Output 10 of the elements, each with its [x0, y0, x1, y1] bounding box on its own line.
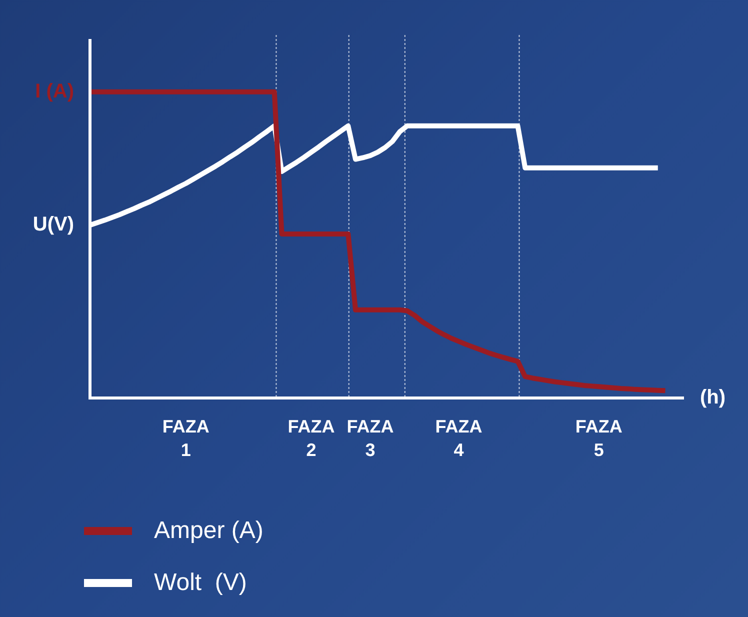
- x-tick-label: FAZA 5: [575, 416, 622, 460]
- x-tick-label: FAZA 2: [288, 416, 335, 460]
- legend-label: Wolt (V): [154, 569, 247, 597]
- x-axis-title: (h): [700, 386, 726, 409]
- x-tick-label: FAZA 1: [162, 416, 210, 460]
- text: I (A): [35, 80, 74, 102]
- legend-label: Amper (A): [154, 517, 264, 545]
- x-tick-label: FAZA 3: [346, 416, 394, 460]
- text: U(V): [32, 214, 74, 236]
- x-tick-label: FAZA 4: [435, 416, 482, 460]
